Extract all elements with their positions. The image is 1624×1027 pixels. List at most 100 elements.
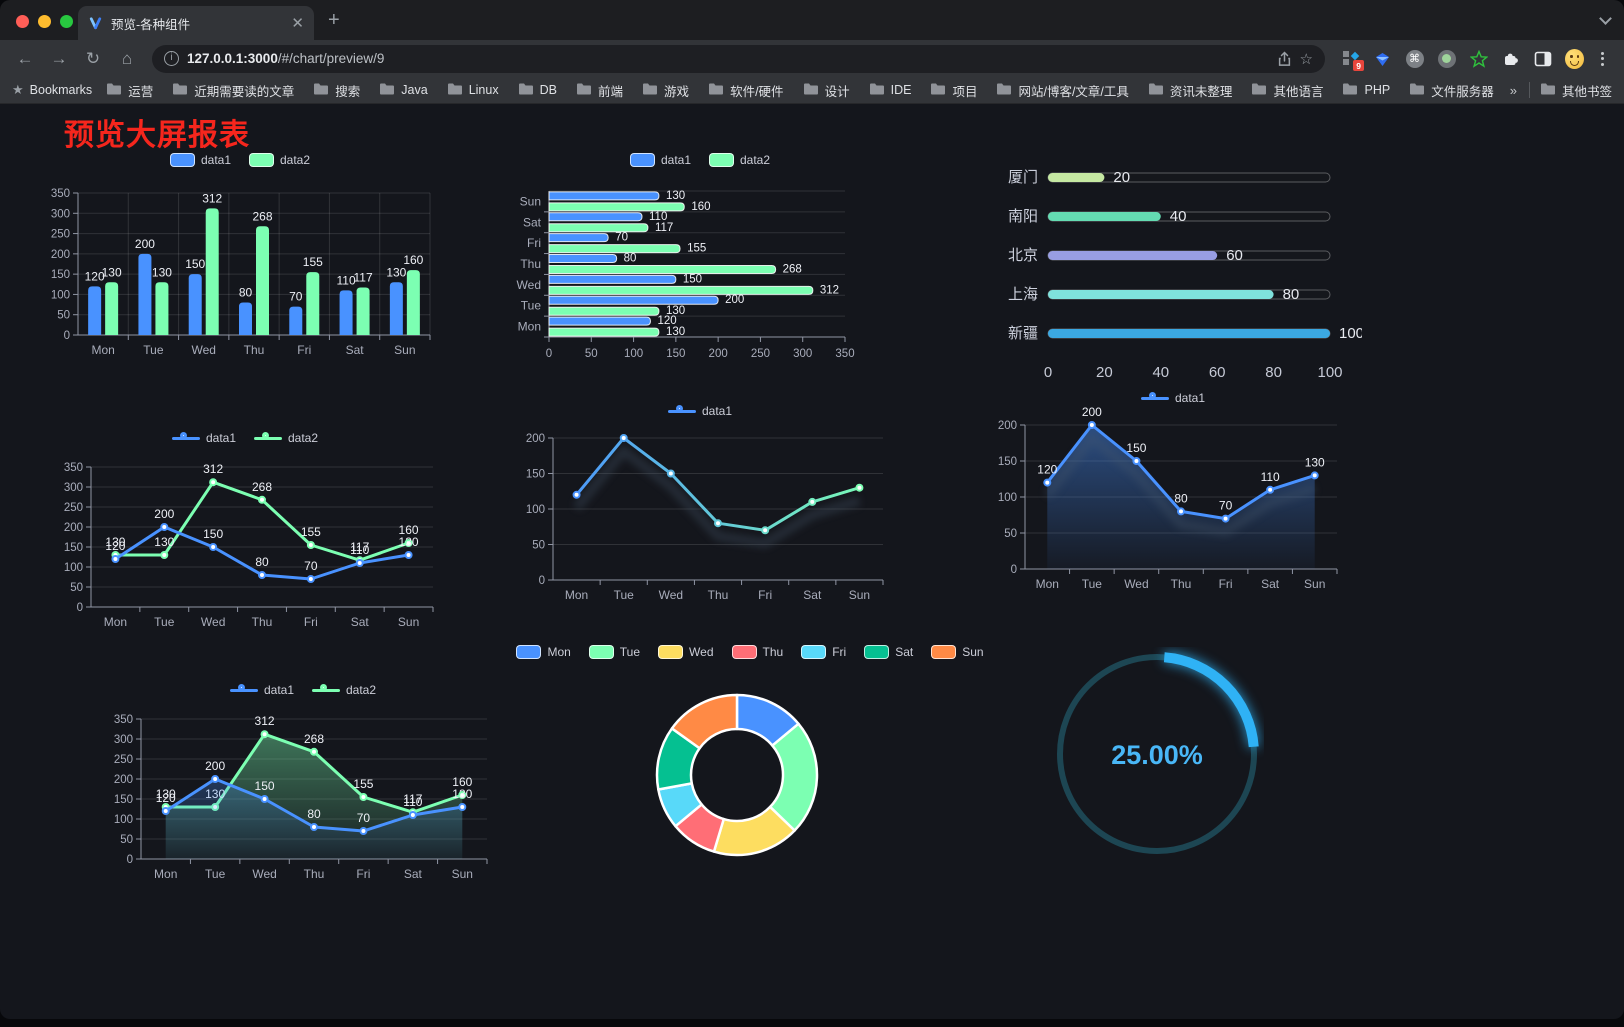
- svg-text:200: 200: [725, 294, 744, 306]
- bookmark-item[interactable]: 搜索: [313, 81, 360, 100]
- chart-area-single[interactable]: data1 0 50 100 150 200 Mon Tue Wed Thu Fri Sat Sun 12…: [985, 389, 1361, 597]
- svg-text:Sun: Sun: [452, 867, 473, 881]
- legend-item-data1[interactable]: data1: [1140, 391, 1205, 405]
- other-bookmarks[interactable]: 其他书签: [1540, 81, 1612, 100]
- svg-text:Tue: Tue: [614, 588, 635, 602]
- bookmark-item[interactable]: 设计: [803, 81, 850, 100]
- legend-item-Sun[interactable]: Sun: [931, 645, 984, 659]
- bookmarks-overflow-chevron[interactable]: »: [1509, 82, 1517, 98]
- legend-item-data2[interactable]: data2: [254, 431, 318, 445]
- bar-horizontal-canvas: 0 50 100 150 200 250 300 350 Mon Tue Wed Thu Fri Sat S…: [517, 190, 855, 360]
- legend-item-data1[interactable]: data1: [667, 404, 732, 418]
- legend-label: Tue: [619, 645, 641, 659]
- legend-item-data1[interactable]: data1: [171, 431, 236, 445]
- legend-label: Sun: [962, 645, 984, 659]
- chart-bar-horizontal[interactable]: data1 data2 0 50 100 150 200 250 300 350 Mon Tue Wed…: [505, 151, 895, 369]
- legend-label: data2: [288, 431, 319, 445]
- svg-text:130: 130: [154, 535, 174, 549]
- legend-marker-icon: [229, 683, 258, 697]
- legend-item-Fri[interactable]: Fri: [801, 645, 846, 659]
- share-icon[interactable]: [1277, 50, 1292, 67]
- svg-text:130: 130: [1305, 455, 1325, 469]
- folder-icon: [106, 82, 122, 99]
- close-window-button[interactable]: [16, 15, 29, 28]
- bookmarks-star-icon: ★: [12, 82, 24, 97]
- chart-bar-grouped[interactable]: data1 data2 0 50 100 150 200 250 300 350 Mon Tue Wed…: [40, 151, 440, 363]
- zoom-window-button[interactable]: [60, 15, 73, 28]
- bookmark-item[interactable]: 近期需要读的文章: [172, 81, 294, 100]
- side-panel-icon[interactable]: [1533, 49, 1552, 68]
- svg-text:350: 350: [835, 348, 854, 360]
- green-star-icon[interactable]: [1469, 49, 1488, 68]
- legend-item-data1[interactable]: data1: [169, 153, 231, 167]
- legend-item-data2[interactable]: data2: [709, 153, 770, 167]
- tab-close-icon[interactable]: ✕: [291, 15, 304, 32]
- svg-text:130: 130: [152, 265, 172, 279]
- svg-text:350: 350: [114, 714, 133, 726]
- legend-label: Sat: [895, 645, 914, 659]
- bookmark-item[interactable]: 资讯未整理: [1148, 81, 1232, 100]
- bookmark-item[interactable]: 其他语言: [1251, 81, 1323, 100]
- chart-area-multi[interactable]: data1 data2 0 50 100 150 200 250 300 350 Mon Tue Wed…: [105, 677, 501, 889]
- legend-item-Wed[interactable]: Wed: [658, 645, 714, 659]
- bookmark-item[interactable]: 软件/硬件: [708, 81, 784, 100]
- folder-icon: [447, 82, 463, 99]
- kebab-menu-icon[interactable]: [1597, 51, 1608, 66]
- tab-search-chevron-icon[interactable]: [1599, 12, 1612, 25]
- chart-donut[interactable]: Mon Tue Wed Thu Fri Sat Sun: [516, 637, 984, 883]
- bookmark-item[interactable]: 游戏: [642, 81, 689, 100]
- reload-button[interactable]: ↻: [85, 48, 101, 68]
- svg-text:40: 40: [1152, 364, 1169, 381]
- bookmark-item[interactable]: 运营: [106, 81, 153, 100]
- page-info-icon[interactable]: i: [164, 51, 179, 66]
- home-button[interactable]: ⌂: [121, 48, 133, 68]
- legend-item-data1[interactable]: data1: [229, 683, 294, 697]
- chart-progress-bars[interactable]: 厦门 20 南阳 40 北京 60 上海 80 新疆 100 0 20 40 60 80 100: [990, 151, 1362, 383]
- puzzle-icon[interactable]: [1501, 49, 1520, 68]
- chart-gauge[interactable]: 25.00%: [1052, 647, 1264, 863]
- bookmark-item[interactable]: Java: [379, 82, 428, 99]
- bookmark-item[interactable]: Linux: [447, 82, 499, 99]
- folder-icon: [576, 82, 592, 99]
- bookmark-item[interactable]: DB: [518, 82, 557, 99]
- legend-item-Sat[interactable]: Sat: [864, 645, 913, 659]
- bookmarks-root[interactable]: ★ Bookmarks: [12, 82, 92, 98]
- bookmark-star-icon[interactable]: ☆: [1299, 50, 1313, 68]
- address-bar[interactable]: i 127.0.0.1:3000/#/chart/preview/9 ☆: [152, 44, 1325, 73]
- forward-button[interactable]: →: [50, 48, 68, 68]
- gem-icon[interactable]: [1373, 49, 1392, 68]
- chart-line-multi[interactable]: data1 data2 0 50 100 150 200 250 300 350 Mon Tue Wed…: [45, 425, 445, 639]
- page-content: 预览大屏报表 data1 data2 0 50 100 150 200 250 300 350 Mo…: [0, 104, 1624, 1019]
- chart-line-gradient[interactable]: data1 0 50 100 150 200 Mon Tue Wed Thu Fri Sat Sun: [505, 398, 895, 610]
- legend-marker-icon: [312, 683, 340, 697]
- new-tab-button[interactable]: +: [328, 9, 340, 31]
- legend-item-Thu[interactable]: Thu: [731, 645, 783, 659]
- bookmark-label: 近期需要读的文章: [194, 84, 295, 99]
- legend-item-data1[interactable]: data1: [629, 153, 691, 167]
- area-multi-canvas: 0 50 100 150 200 250 300 350 Mon Tue Wed Thu Fri Sat S…: [114, 714, 488, 881]
- bookmark-item[interactable]: 前端: [576, 81, 623, 100]
- green-dot-icon[interactable]: [1437, 49, 1456, 68]
- avatar-emoji[interactable]: [1565, 48, 1584, 69]
- svg-text:200: 200: [526, 433, 545, 445]
- bookmark-item[interactable]: 项目: [930, 81, 977, 100]
- bookmark-item[interactable]: 网站/博客/文章/工具: [996, 81, 1129, 100]
- extensions-grid-icon[interactable]: 9: [1341, 49, 1364, 71]
- url-text[interactable]: 127.0.0.1:3000/#/chart/preview/9: [187, 51, 1269, 66]
- svg-text:150: 150: [185, 257, 205, 271]
- svg-text:80: 80: [1174, 491, 1188, 505]
- bookmark-label: DB: [539, 83, 557, 97]
- back-button[interactable]: ←: [16, 48, 34, 68]
- legend-item-Tue[interactable]: Tue: [588, 645, 641, 659]
- browser-tab[interactable]: 预览-各种组件 ✕: [78, 6, 314, 40]
- legend-item-Mon[interactable]: Mon: [516, 645, 571, 659]
- bookmark-item[interactable]: PHP: [1342, 82, 1390, 99]
- minimize-window-button[interactable]: [38, 15, 51, 28]
- legend-item-data2[interactable]: data2: [312, 683, 376, 697]
- bookmark-label: 运营: [128, 84, 154, 99]
- command-circle-icon[interactable]: ⌘: [1405, 49, 1424, 68]
- legend-item-data2[interactable]: data2: [249, 153, 310, 167]
- bookmark-item[interactable]: 文件服务器: [1409, 81, 1494, 100]
- bookmark-item[interactable]: IDE: [869, 82, 911, 99]
- extensions-area: 9 ⌘: [1335, 48, 1614, 71]
